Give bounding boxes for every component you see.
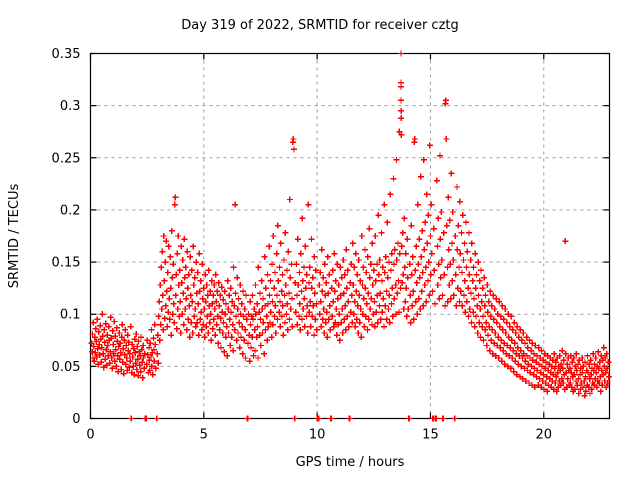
data-point-series <box>88 50 612 422</box>
x-tick-label: 10 <box>309 428 326 443</box>
y-tick-label: 0.3 <box>60 99 81 114</box>
x-axis-label: GPS time / hours <box>296 455 405 470</box>
axis-labels-layer: GPS time / hours SRMTID / TECUs <box>7 184 405 470</box>
y-tick-label: 0 <box>72 412 80 427</box>
x-tick-label: 5 <box>200 428 208 443</box>
data-points-layer <box>88 50 612 422</box>
y-tick-label: 0.2 <box>60 203 81 218</box>
page-title: Day 319 of 2022, SRMTID for receiver czt… <box>181 18 459 33</box>
tick-layer: 0 0.05 0.1 0.15 0.2 0.25 0.3 0.35 0 5 10 15 20 <box>52 47 610 443</box>
y-tick-label: 0.15 <box>52 256 81 271</box>
y-tick-label: 0.35 <box>52 47 81 62</box>
y-tick-label: 0.1 <box>60 308 81 323</box>
y-axis-label: SRMTID / TECUs <box>7 184 22 289</box>
x-tick-label: 15 <box>422 428 439 443</box>
y-tick-label: 0.05 <box>52 360 81 375</box>
y-tick-label: 0.25 <box>52 151 81 166</box>
x-tick-label: 20 <box>536 428 553 443</box>
x-tick-label: 0 <box>86 428 94 443</box>
